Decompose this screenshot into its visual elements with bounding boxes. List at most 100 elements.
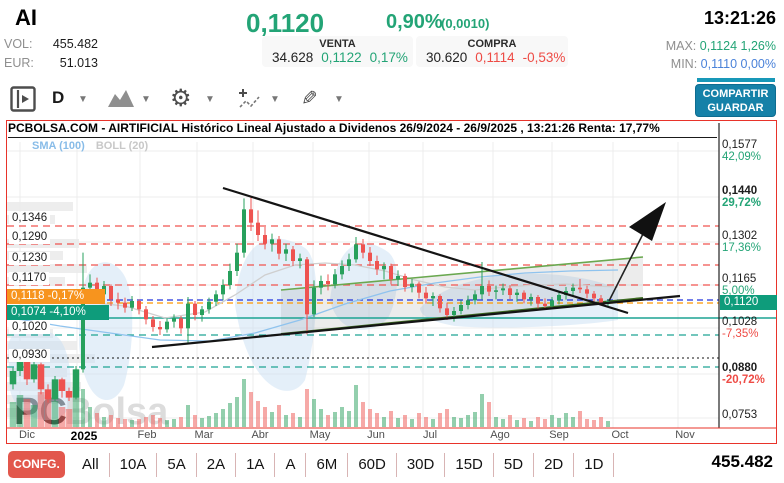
volume-bar	[88, 407, 92, 427]
max-label: MAX:	[665, 39, 697, 53]
left-price-label: 0,1020	[9, 321, 51, 334]
range-button-5a[interactable]: 5A	[167, 456, 186, 473]
volume-bar	[340, 407, 344, 427]
candle-body	[466, 300, 470, 305]
volume-bar	[172, 419, 176, 427]
volume-bar	[95, 413, 99, 427]
volume-bar	[144, 417, 148, 427]
volume-bar	[445, 409, 449, 427]
candle-body	[228, 271, 232, 286]
volume-bar	[186, 405, 190, 427]
candle-body	[515, 292, 519, 296]
share-save-button[interactable]: COMPARTIR GUARDAR	[695, 84, 776, 117]
max-value: 0,1124	[699, 39, 738, 53]
candle-body	[58, 379, 66, 391]
time-axis: Dic 2025 Feb Mar Abr May Jun Jul Ago Sep Oct Nov	[7, 428, 718, 443]
draw-tool-icon[interactable]: ✎	[301, 88, 318, 110]
candle-body	[179, 318, 183, 329]
candle-body	[592, 293, 596, 299]
candle-body	[144, 309, 148, 320]
candle-body	[585, 289, 589, 294]
volume-bar	[550, 415, 554, 427]
panel-toggle-icon[interactable]	[10, 86, 36, 117]
range-separator	[235, 452, 237, 477]
ask-label: COMPRA	[467, 38, 517, 50]
eur-label: EUR:	[4, 56, 34, 70]
legend-boll[interactable]: BOLL (20)	[95, 140, 149, 152]
range-button-1d[interactable]: 1D	[584, 456, 604, 473]
timeframe-caret-icon[interactable]: ▼	[78, 94, 88, 105]
volume-bar	[109, 415, 113, 427]
range-separator	[492, 452, 494, 477]
range-button-10a[interactable]: 10A	[119, 456, 147, 473]
indicator-caret-icon[interactable]: ▼	[270, 94, 280, 105]
range-button-2a[interactable]: 2A	[206, 456, 226, 473]
candle-body	[522, 292, 526, 300]
bollinger-cloud	[79, 262, 133, 401]
add-indicator-icon[interactable]	[238, 88, 262, 115]
volume-bar	[466, 415, 470, 427]
candle-body	[487, 286, 491, 292]
candle-body	[81, 287, 85, 370]
volume-bar	[368, 409, 372, 427]
volume-bar	[452, 417, 456, 427]
bid-box: VENTA 34.628 0,1122 0,17%	[262, 36, 413, 67]
ask-quantity: 30.620	[426, 50, 468, 65]
legend-sma[interactable]: SMA (100)	[32, 140, 85, 152]
draw-caret-icon[interactable]: ▼	[334, 94, 344, 105]
volume-bar	[277, 405, 281, 427]
volume-bar	[403, 415, 407, 427]
chart-legend: SMA (100) BOLL (20)	[32, 140, 148, 152]
range-button-30d[interactable]: 30D	[406, 456, 435, 473]
volume-bar	[333, 412, 337, 427]
candle-body	[438, 296, 442, 309]
channel-top-line	[280, 256, 644, 291]
range-button-6m[interactable]: 6M	[316, 456, 338, 473]
candle-body	[410, 283, 414, 288]
range-button-a[interactable]: A	[285, 456, 296, 473]
volume-bar	[51, 401, 59, 427]
volume-bar	[116, 418, 120, 427]
volume-bar	[30, 405, 38, 427]
chart-type-icon[interactable]	[108, 90, 134, 112]
bid-price: 0,1122	[321, 50, 362, 65]
month-label: Jun	[367, 429, 385, 441]
range-button-60d[interactable]: 60D	[358, 456, 386, 473]
chart-type-caret-icon[interactable]: ▼	[141, 94, 151, 105]
config-button[interactable]: CONFG.	[8, 451, 65, 478]
volume-bar	[480, 394, 484, 427]
candle-body	[340, 266, 344, 275]
month-label: Nov	[675, 429, 695, 441]
volume-bar	[410, 419, 414, 427]
range-button-1a[interactable]: 1A	[246, 456, 265, 473]
volume-bar	[515, 420, 519, 427]
max-percent: 1,26%	[740, 39, 776, 53]
volume-bar	[319, 409, 323, 427]
right-price-label: 0,1302 17,36%	[722, 230, 762, 254]
volume-bar	[44, 397, 52, 427]
volume-bar	[522, 418, 526, 427]
candle-body	[508, 288, 512, 296]
volume-bar	[270, 412, 274, 427]
range-button-5d[interactable]: 5D	[503, 456, 524, 473]
range-button-15d[interactable]: 15D	[455, 456, 483, 473]
min-percent: 0,00%	[740, 57, 776, 71]
volume-bar	[214, 413, 218, 427]
range-button-all[interactable]: All	[82, 456, 99, 473]
settings-gear-icon[interactable]: ⚙	[170, 85, 192, 112]
timeframe-button[interactable]: D	[52, 88, 65, 107]
price-chart[interactable]: PCBolsa	[6, 120, 777, 444]
volume-bar	[72, 387, 80, 427]
chart-toolbar: D ▼ ▼ ⚙ ▼ ▼ ✎ ▼ COMPARTIR GUARDAR	[0, 78, 784, 120]
candle-body	[249, 209, 253, 223]
month-label: Dic	[19, 429, 35, 441]
candle-body	[606, 301, 610, 303]
vol-value: 455.482	[52, 37, 98, 51]
settings-caret-icon[interactable]: ▼	[205, 94, 215, 105]
candle-body	[459, 304, 463, 311]
volume-bar	[312, 399, 316, 427]
candle-body	[158, 326, 162, 330]
range-button-2d[interactable]: 2D	[544, 456, 564, 473]
min-row: MIN: 0,1110 0,00%	[640, 57, 776, 71]
ticker-symbol: AI	[15, 5, 37, 30]
